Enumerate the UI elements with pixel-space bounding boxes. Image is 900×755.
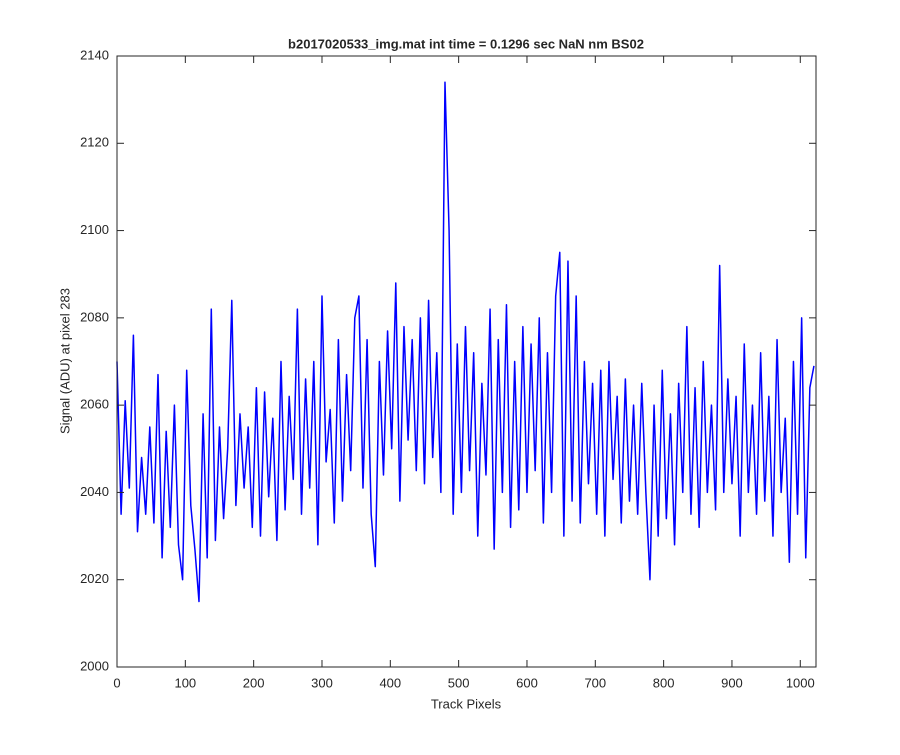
- y-axis-label: Signal (ADU) at pixel 283: [57, 288, 72, 434]
- x-tick-label: 500: [448, 675, 470, 690]
- y-tick-label: 2060: [80, 397, 109, 412]
- y-tick-label: 2140: [80, 47, 109, 62]
- plot-frame: [116, 55, 817, 668]
- x-tick-label: 800: [653, 675, 675, 690]
- chart-title: b2017020533_img.mat int time = 0.1296 se…: [288, 36, 644, 51]
- y-tick-label: 2000: [80, 658, 109, 673]
- y-tick-label: 2120: [80, 135, 109, 150]
- data-line: [116, 81, 815, 603]
- y-tick-label: 2100: [80, 222, 109, 237]
- x-tick-label: 1000: [786, 675, 815, 690]
- x-axis-label: Track Pixels: [431, 696, 502, 711]
- y-tick-label: 2080: [80, 309, 109, 324]
- y-tick-label: 2040: [80, 484, 109, 499]
- x-tick-label: 600: [516, 675, 538, 690]
- x-tick-label: 700: [584, 675, 606, 690]
- x-tick-label: 0: [113, 675, 120, 690]
- x-tick-label: 400: [379, 675, 401, 690]
- y-tick-label: 2020: [80, 571, 109, 586]
- x-tick-label: 200: [243, 675, 265, 690]
- x-tick-label: 100: [174, 675, 196, 690]
- x-tick-label: 300: [311, 675, 333, 690]
- x-tick-label: 900: [721, 675, 743, 690]
